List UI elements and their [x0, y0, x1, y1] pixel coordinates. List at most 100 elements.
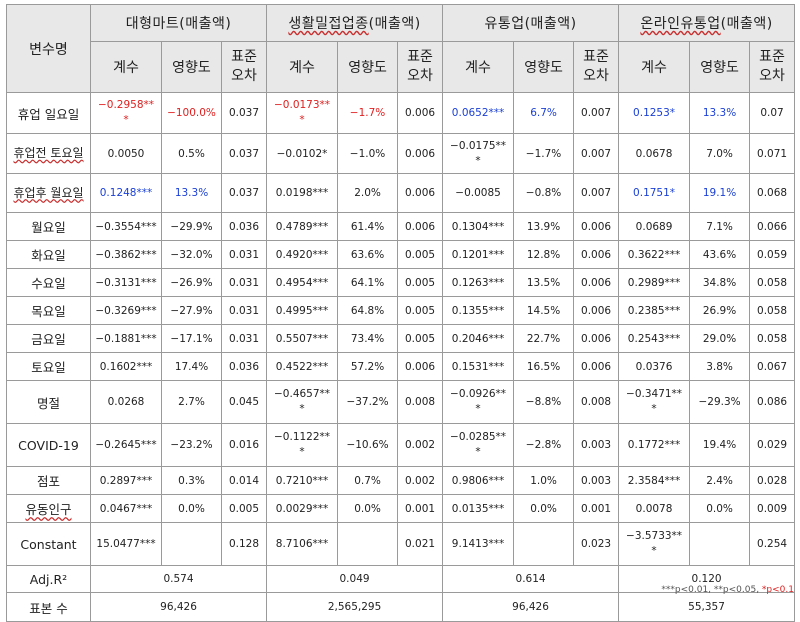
impact-cell: 14.5%: [513, 296, 575, 325]
impact-header: 영향도: [161, 41, 222, 93]
impact-cell: −100.0%: [161, 92, 222, 134]
std-error-cell: 0.021: [397, 522, 444, 566]
cell-text: −17.1%: [170, 332, 213, 345]
std-error-cell: 0.006: [397, 352, 444, 381]
impact-cell: 61.4%: [337, 212, 399, 241]
coef-cell: 0.0467***: [90, 494, 162, 523]
std-error-cell: 0.014: [220, 466, 268, 495]
std-error-cell: 0.006: [397, 133, 444, 174]
variable-name-header: 변수명: [6, 4, 91, 93]
cell-text: −0.2645***: [95, 439, 157, 451]
cell-text: 12.8%: [526, 248, 561, 261]
table-row: 목요일 −0.3269*** −27.9% 0.031 0.4995*** 64.8% 0.…: [6, 296, 796, 325]
cell-text: 9.1413***: [451, 538, 505, 550]
sample-size-value: 96,426: [442, 592, 620, 622]
cell-text: −0.3554***: [95, 220, 157, 233]
std-error-cell: 0.003: [573, 423, 620, 467]
std-error-cell: 0.036: [220, 212, 268, 241]
cell-text: −0.2958**: [97, 99, 155, 111]
coef-cell: −0.0926** *: [442, 380, 515, 424]
coef-cell: −0.0173** *: [266, 92, 339, 134]
coef-cell: 0.3622***: [618, 240, 691, 269]
cell-text: 0.005: [405, 304, 436, 317]
cell-text: 19.1%: [702, 187, 737, 199]
cell-text: 0.037: [228, 107, 260, 119]
cell-text: 0.9806***: [451, 474, 505, 487]
std-error-cell: 0.006: [573, 212, 620, 241]
row-label: Constant: [6, 522, 91, 566]
coef-header: 계수: [266, 41, 339, 93]
std-error-cell: 0.037: [220, 173, 268, 213]
impact-cell: 0.3%: [161, 466, 222, 495]
coef-cell: 0.1248***: [90, 173, 162, 213]
cell-text: 3.8%: [706, 360, 733, 373]
cell-text: −29.9%: [170, 220, 213, 233]
cell-text: 0.058: [757, 276, 788, 289]
coef-cell: 0.1772***: [618, 423, 691, 467]
cell-text: 0.023: [581, 538, 612, 550]
impact-cell: 13.3%: [161, 173, 222, 213]
cell-text: 0.009: [757, 502, 788, 515]
group-header-large-mart: 대형마트(매출액): [89, 4, 268, 42]
cell-text: 0.068: [757, 187, 788, 199]
table-row: 점포 0.2897*** 0.3% 0.014 0.7210*** 0.7% 0.002 0.…: [6, 466, 796, 495]
impact-cell: −0.8%: [513, 173, 575, 213]
cell-text: 7.1%: [706, 220, 733, 233]
adj-r2-value: 0.614: [442, 565, 620, 593]
cell-text: −10.6%: [346, 439, 389, 451]
coef-cell: −0.3131***: [90, 268, 162, 297]
cell-text: 2.0%: [354, 187, 381, 199]
cell-text: 0.0376: [635, 360, 673, 373]
row-label: 휴업 일요일: [6, 92, 91, 134]
cell-text: 61.4%: [350, 220, 385, 233]
coef-cell: −3.5733** *: [618, 522, 691, 566]
coef-cell: 0.0135***: [442, 494, 515, 523]
std-error-line1: 표준: [583, 49, 609, 65]
coef-cell: −0.2645***: [90, 423, 162, 467]
cell-text: −0.1881***: [95, 332, 157, 345]
coef-cell: 0.1253*: [618, 92, 691, 134]
cell-text: 0.006: [581, 220, 612, 233]
cell-text: 0.1602***: [99, 360, 153, 373]
cell-text: 22.7%: [526, 332, 561, 345]
impact-cell: [689, 522, 751, 566]
impact-cell: 2.0%: [337, 173, 399, 213]
coef-header: 계수: [618, 41, 691, 93]
cell-text: 2.3584***: [627, 474, 681, 487]
row-label: 금요일: [6, 324, 91, 353]
std-error-header: 표준 오차: [749, 41, 796, 93]
std-error-cell: 0.016: [220, 423, 268, 467]
std-error-cell: 0.031: [220, 296, 268, 325]
std-error-line2: 오차: [231, 68, 257, 84]
std-error-cell: 0.031: [220, 240, 268, 269]
std-error-cell: 0.005: [397, 324, 444, 353]
cell-text: 0.007: [581, 107, 612, 119]
cell-text: −0.4657**: [274, 388, 331, 400]
std-error-cell: 0.071: [749, 133, 796, 174]
cell-text: −0.0173**: [274, 99, 331, 111]
coef-cell: 15.0477***: [90, 522, 162, 566]
impact-cell: 64.8%: [337, 296, 399, 325]
cell-text: 0.4995***: [275, 304, 329, 317]
cell-text: 0.003: [581, 474, 612, 487]
impact-cell: 2.4%: [689, 466, 751, 495]
impact-cell: 64.1%: [337, 268, 399, 297]
cell-text: 0.031: [228, 248, 260, 261]
cell-text: 0.006: [405, 187, 436, 199]
impact-cell: 22.7%: [513, 324, 575, 353]
std-error-cell: 0.058: [749, 324, 796, 353]
std-error-cell: 0.058: [749, 268, 796, 297]
cell-text: 0.058: [757, 304, 788, 317]
group-header-online-retail: 온라인유통업(매출액): [618, 4, 796, 42]
std-error-cell: 0.005: [220, 494, 268, 523]
cell-text: −0.0102*: [276, 147, 328, 160]
std-error-cell: 0.007: [573, 133, 620, 174]
coef-cell: −0.4657** *: [266, 380, 339, 424]
cell-text: 63.6%: [350, 248, 385, 261]
sample-size-row: 표본 수 96,426 2,565,295 96,426 55,357: [6, 592, 796, 622]
cell-text: 0.067: [757, 360, 788, 373]
cell-text: 0.1355***: [451, 304, 505, 317]
cell-text: 0.006: [405, 147, 436, 160]
std-error-header: 표준 오차: [220, 41, 268, 93]
impact-cell: −26.9%: [161, 268, 222, 297]
